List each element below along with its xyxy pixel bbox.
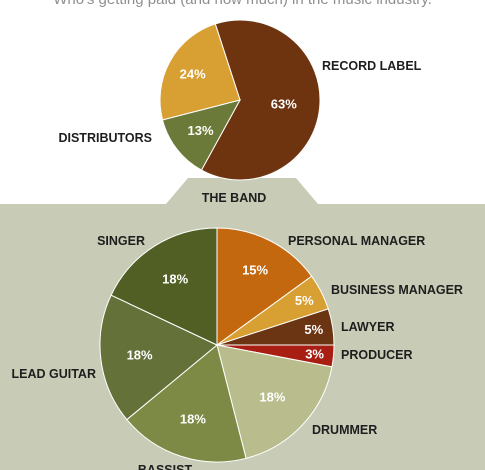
data-label-lawyer: 5% (304, 322, 323, 337)
pie-slice-bassist (126, 344, 247, 463)
callout-connector (166, 178, 318, 204)
category-label-bassist: BASSIST (138, 463, 193, 470)
category-label-lead-guitar: LEAD GUITAR (12, 367, 97, 381)
category-label-business-manager: BUSINESS MANAGER (331, 283, 463, 297)
data-label-lead-guitar: 18% (127, 347, 153, 362)
category-label-drummer: DRUMMER (312, 423, 377, 437)
category-label-lawyer: LAWYER (341, 320, 394, 334)
pie-slice-drummer (216, 344, 333, 459)
data-label-drummer: 18% (259, 390, 285, 405)
pie-slice-singer (110, 227, 218, 346)
pie-slice-personal-manager (216, 227, 313, 346)
category-label-producer: PRODUCER (341, 348, 413, 362)
pie-slice-record-label (200, 19, 321, 181)
data-label-producer: 3% (305, 347, 324, 362)
data-label-the-band: 13% (187, 123, 213, 138)
category-label-personal-manager: PERSONAL MANAGER (288, 234, 425, 248)
data-label-bassist: 18% (180, 412, 206, 427)
category-label-distributors: DISTRIBUTORS (58, 131, 152, 145)
data-label-business-manager: 5% (295, 293, 314, 308)
category-label-singer: SINGER (97, 234, 145, 248)
data-label-distributors: 24% (180, 67, 206, 82)
chart-subtitle: Who's getting paid (and how much) in the… (0, 0, 485, 8)
pie-slice-lead-guitar (99, 294, 218, 421)
pie-slice-the-band (161, 99, 241, 171)
top-pie-chart: 63% RECORD LABEL 13% THE BAND 24% DISTRIBUTOR… (58, 19, 422, 205)
data-label-singer: 18% (162, 272, 188, 287)
bottom-pie-chart: 15% PERSONAL MANAGER 5% BUSINESS MANAGER 5% L… (12, 227, 463, 470)
data-label-personal-manager: 15% (242, 263, 268, 278)
category-label-the-band: THE BAND (202, 191, 267, 205)
category-label-record-label: RECORD LABEL (322, 59, 422, 73)
pie-slice-distributors (159, 23, 241, 121)
data-label-record-label: 63% (271, 97, 297, 112)
callout (166, 178, 318, 204)
